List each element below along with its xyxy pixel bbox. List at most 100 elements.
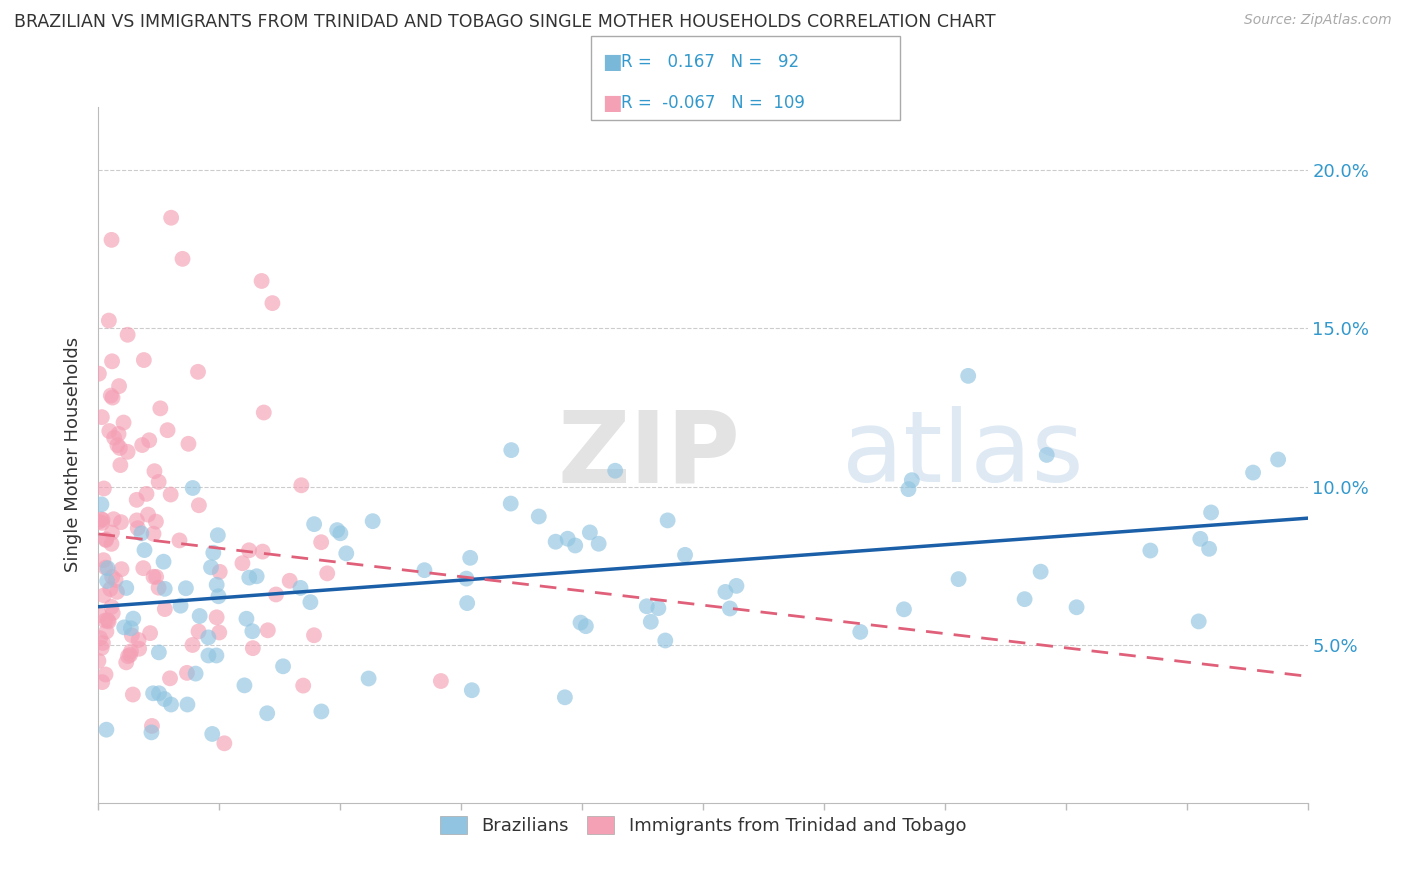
Point — [132, 561, 155, 575]
Point — [292, 679, 315, 693]
Legend: Brazilians, Immigrants from Trinidad and Tobago: Brazilians, Immigrants from Trinidad and… — [433, 809, 973, 842]
Point — [97, 561, 120, 575]
Point — [141, 725, 163, 739]
Point — [115, 656, 138, 670]
Point — [169, 533, 191, 548]
Point — [148, 645, 170, 659]
Point — [176, 665, 198, 680]
Point — [105, 438, 128, 452]
Point — [94, 667, 117, 681]
Point — [302, 628, 325, 642]
Point — [148, 686, 170, 700]
Point — [117, 445, 139, 459]
Point — [197, 648, 219, 663]
Point — [176, 698, 198, 712]
Point — [1198, 541, 1220, 556]
Y-axis label: Single Mother Households: Single Mother Households — [65, 337, 83, 573]
Point — [145, 570, 167, 584]
Point — [240, 624, 263, 639]
Point — [901, 473, 924, 487]
Point — [725, 579, 748, 593]
Point — [93, 553, 115, 567]
Point — [309, 535, 332, 549]
Point — [128, 641, 150, 656]
Point — [100, 233, 122, 247]
Point — [118, 648, 141, 662]
Point — [159, 671, 181, 685]
Point — [91, 675, 114, 690]
Point — [207, 528, 229, 542]
Point — [142, 686, 165, 700]
Point — [461, 683, 484, 698]
Point — [640, 615, 662, 629]
Point — [335, 546, 357, 560]
Text: ZIP: ZIP — [558, 407, 741, 503]
Point — [1014, 592, 1036, 607]
Point — [128, 632, 150, 647]
Point — [329, 526, 352, 541]
Point — [131, 526, 153, 541]
Point — [187, 365, 209, 379]
Point — [357, 672, 380, 686]
Point — [156, 423, 179, 437]
Point — [290, 581, 312, 595]
Point — [125, 513, 148, 527]
Point — [544, 534, 567, 549]
Point — [93, 482, 115, 496]
Point — [96, 723, 118, 737]
Point — [181, 638, 204, 652]
Point — [893, 602, 915, 616]
Point — [108, 379, 131, 393]
Point — [564, 539, 586, 553]
Point — [527, 509, 550, 524]
Point — [278, 574, 301, 588]
Point — [90, 640, 112, 655]
Point — [184, 666, 207, 681]
Point — [96, 624, 118, 639]
Point — [252, 544, 274, 558]
Point — [94, 533, 117, 547]
Point — [430, 673, 453, 688]
Point — [160, 211, 183, 225]
Point — [138, 434, 160, 448]
Point — [214, 736, 236, 750]
Text: BRAZILIAN VS IMMIGRANTS FROM TRINIDAD AND TOBAGO SINGLE MOTHER HOUSEHOLDS CORREL: BRAZILIAN VS IMMIGRANTS FROM TRINIDAD AN… — [14, 13, 995, 31]
Point — [174, 581, 197, 595]
Point — [1199, 506, 1222, 520]
Point — [575, 619, 598, 633]
Point — [100, 388, 122, 402]
Point — [172, 252, 194, 266]
Point — [104, 573, 127, 587]
Point — [201, 727, 224, 741]
Point — [90, 497, 112, 511]
Point — [93, 588, 115, 602]
Point — [97, 613, 120, 627]
Point — [87, 654, 110, 668]
Point — [100, 537, 122, 551]
Point — [153, 602, 176, 616]
Point — [1267, 452, 1289, 467]
Point — [673, 548, 696, 562]
Point — [361, 514, 384, 528]
Point — [94, 533, 117, 547]
Text: ■: ■ — [602, 93, 621, 112]
Point — [153, 692, 176, 706]
Point — [91, 513, 114, 527]
Point — [588, 537, 610, 551]
Point — [1189, 532, 1212, 546]
Point — [246, 569, 269, 583]
Point — [647, 601, 669, 615]
Point — [714, 585, 737, 599]
Point — [115, 581, 138, 595]
Point — [120, 621, 142, 635]
Text: ■: ■ — [602, 52, 621, 71]
Point — [160, 698, 183, 712]
Point — [143, 464, 166, 478]
Point — [91, 516, 114, 530]
Point — [98, 424, 121, 438]
Point — [121, 688, 143, 702]
Point — [233, 678, 256, 692]
Point — [110, 458, 132, 472]
Point — [103, 512, 125, 526]
Point — [264, 587, 287, 601]
